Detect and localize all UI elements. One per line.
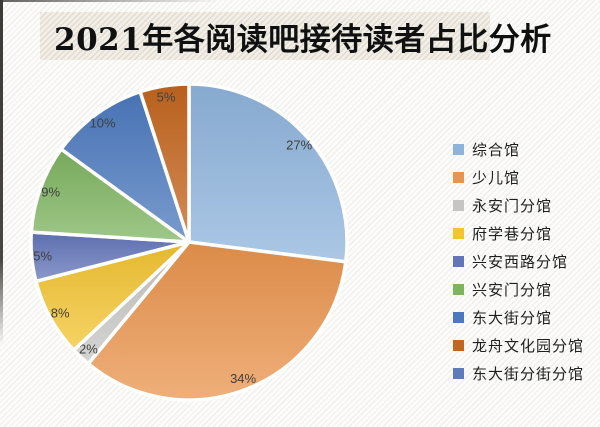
legend-label: 兴安门分馆 xyxy=(472,281,553,299)
slice-label: 27% xyxy=(286,137,312,152)
page-edge-shadow-left xyxy=(0,0,3,345)
legend-label: 东大街分馆 xyxy=(472,309,553,327)
legend-label: 永安门分馆 xyxy=(472,197,553,215)
legend-swatch-icon xyxy=(453,283,464,295)
slice-label: 2% xyxy=(79,342,98,357)
pie-slice-0 xyxy=(187,82,349,264)
legend-swatch-icon xyxy=(453,311,464,323)
legend-label: 综合馆 xyxy=(472,141,521,159)
pie-slice-6 xyxy=(59,89,191,244)
legend-label: 东大街分街分馆 xyxy=(472,365,585,383)
legend-item: 少儿馆 xyxy=(453,163,584,191)
slice-label: 9% xyxy=(41,185,60,200)
legend-swatch-icon xyxy=(453,339,464,351)
legend-item: 府学巷分馆 xyxy=(453,219,584,247)
legend-item: 综合馆 xyxy=(453,135,584,163)
legend-swatch-icon xyxy=(453,227,464,239)
legend-label: 府学巷分馆 xyxy=(472,225,553,243)
legend-swatch-icon xyxy=(453,255,464,267)
legend-item: 东大街分街分馆 xyxy=(453,359,584,387)
slice-label: 5% xyxy=(157,89,176,104)
legend-item: 兴安西路分馆 xyxy=(453,247,584,275)
legend-item: 永安门分馆 xyxy=(453,191,584,219)
slice-label: 5% xyxy=(33,248,52,263)
legend-swatch-icon xyxy=(453,367,464,379)
legend-swatch-icon xyxy=(453,171,464,183)
chart-title: 2021年各阅读吧接待读者占比分析 xyxy=(54,21,552,58)
legend-swatch-icon xyxy=(453,143,464,155)
legend-item: 龙舟文化园分馆 xyxy=(453,331,584,359)
legend-label: 龙舟文化园分馆 xyxy=(472,337,585,355)
legend-item: 兴安门分馆 xyxy=(453,275,584,303)
slice-label: 8% xyxy=(51,305,70,320)
slice-label: 10% xyxy=(90,116,116,131)
legend-label: 兴安西路分馆 xyxy=(472,253,569,271)
legend-swatch-icon xyxy=(453,199,464,211)
page-edge-shadow-top xyxy=(0,0,220,2)
slice-label: 34% xyxy=(230,371,256,386)
pie-slice-7 xyxy=(138,82,191,244)
title-banner: 2021年各阅读吧接待读者占比分析 xyxy=(40,12,551,60)
chart-legend: 综合馆少儿馆永安门分馆府学巷分馆兴安西路分馆 兴安门分馆东大街分馆龙舟文化园分馆东… xyxy=(453,135,584,387)
legend-item: 东大街分馆 xyxy=(453,303,584,331)
legend-label: 少儿馆 xyxy=(472,169,521,187)
pie-slice-1 xyxy=(86,240,348,402)
